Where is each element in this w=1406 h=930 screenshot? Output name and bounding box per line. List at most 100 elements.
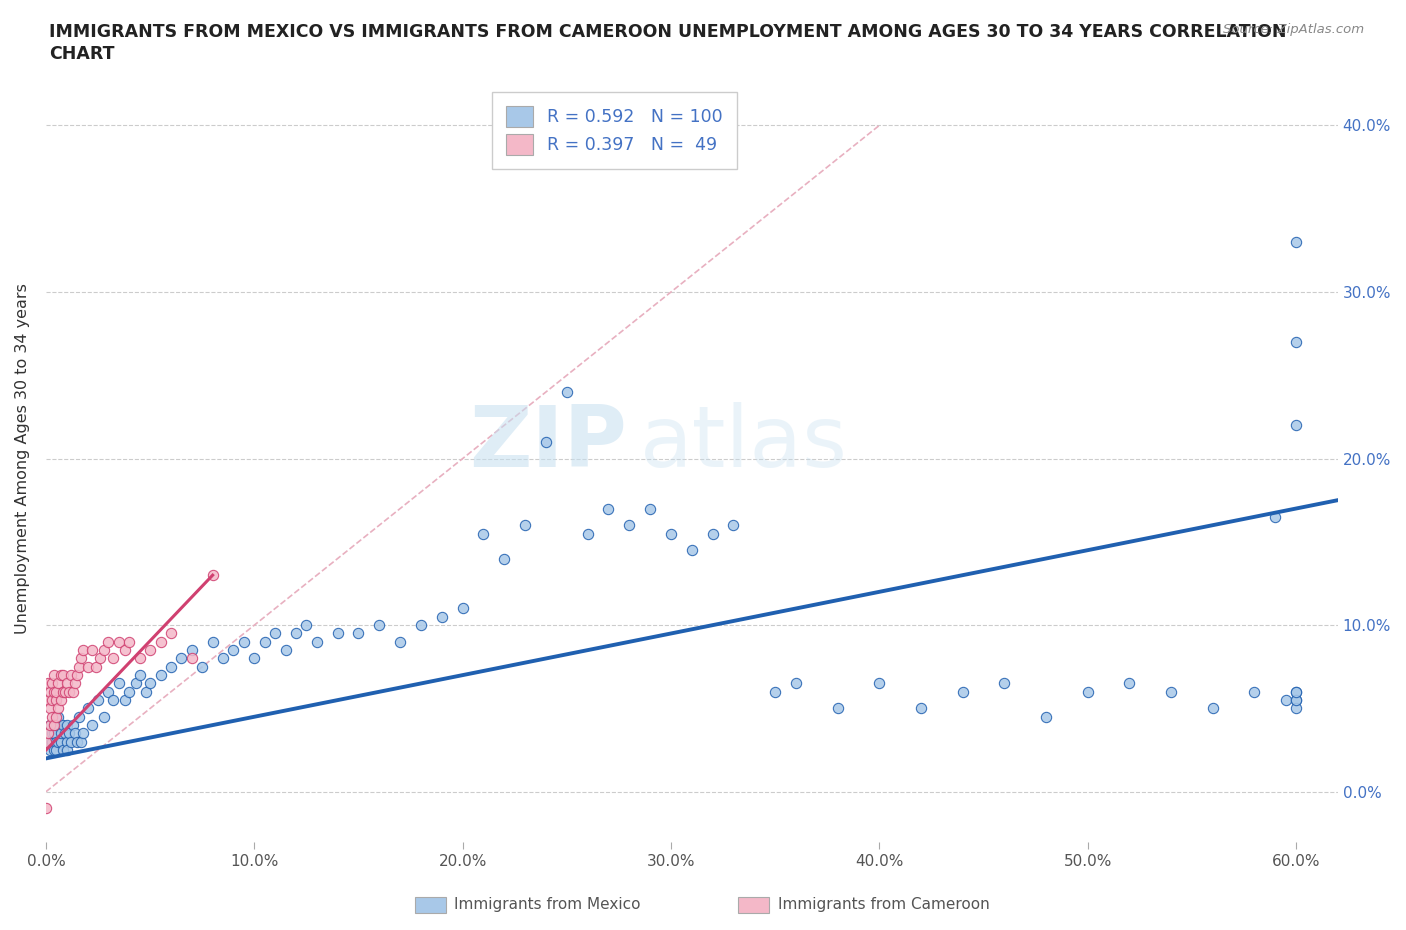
Point xyxy=(222,643,245,658)
Point xyxy=(41,710,63,724)
Point xyxy=(160,626,183,641)
Point xyxy=(114,693,136,708)
Point xyxy=(39,701,62,716)
Text: Immigrants from Cameroon: Immigrants from Cameroon xyxy=(778,897,990,912)
Point xyxy=(37,676,59,691)
Point xyxy=(45,684,67,699)
Point xyxy=(35,801,58,816)
Point xyxy=(48,710,70,724)
Point xyxy=(1285,684,1308,699)
Point xyxy=(41,735,63,750)
Point xyxy=(44,743,66,758)
Point xyxy=(598,501,620,516)
Point xyxy=(49,726,72,741)
Point xyxy=(56,735,79,750)
Point xyxy=(101,651,124,666)
Point xyxy=(305,634,328,649)
Point xyxy=(1201,701,1223,716)
Point xyxy=(723,518,745,533)
Point xyxy=(1035,710,1057,724)
Point xyxy=(63,676,86,691)
Point xyxy=(326,626,349,641)
Point xyxy=(409,618,432,632)
Point xyxy=(56,676,79,691)
Point xyxy=(72,643,94,658)
Point xyxy=(39,684,62,699)
Y-axis label: Unemployment Among Ages 30 to 34 years: Unemployment Among Ages 30 to 34 years xyxy=(15,283,30,634)
Point xyxy=(118,684,141,699)
Point xyxy=(1285,234,1308,249)
Point xyxy=(67,710,90,724)
Point xyxy=(45,743,67,758)
Point xyxy=(243,651,266,666)
Point xyxy=(44,718,66,733)
Point xyxy=(52,718,75,733)
Point xyxy=(44,668,66,683)
Point xyxy=(89,651,111,666)
Point xyxy=(285,626,308,641)
Point xyxy=(39,718,62,733)
Point xyxy=(87,693,110,708)
Point xyxy=(37,735,59,750)
Point xyxy=(430,609,453,624)
Point xyxy=(39,718,62,733)
Point xyxy=(114,643,136,658)
Point xyxy=(763,684,786,699)
Point xyxy=(37,726,59,741)
Text: atlas: atlas xyxy=(640,402,848,485)
Point xyxy=(274,643,297,658)
Point xyxy=(201,634,224,649)
Point xyxy=(1264,510,1286,525)
Text: ZIP: ZIP xyxy=(470,402,627,485)
Point xyxy=(45,735,67,750)
Point xyxy=(389,634,412,649)
Point xyxy=(868,676,890,691)
Point xyxy=(827,701,849,716)
Point xyxy=(1285,335,1308,350)
Point xyxy=(910,701,932,716)
Point xyxy=(702,526,724,541)
Point xyxy=(1285,693,1308,708)
Point xyxy=(993,676,1015,691)
Point xyxy=(52,684,75,699)
Point xyxy=(93,710,115,724)
Point xyxy=(253,634,276,649)
Point xyxy=(66,668,89,683)
Point xyxy=(952,684,974,699)
Point xyxy=(76,701,98,716)
Point xyxy=(49,735,72,750)
Point xyxy=(576,526,599,541)
Point xyxy=(41,726,63,741)
Point xyxy=(49,668,72,683)
Point xyxy=(139,643,162,658)
Point xyxy=(295,618,318,632)
Point xyxy=(62,718,84,733)
Point xyxy=(45,693,67,708)
Point xyxy=(1118,676,1140,691)
Point xyxy=(264,626,287,641)
Point xyxy=(93,643,115,658)
Point xyxy=(128,651,150,666)
Point xyxy=(53,684,76,699)
Point xyxy=(59,735,82,750)
Point xyxy=(513,518,536,533)
Point xyxy=(451,601,474,616)
Point xyxy=(149,668,172,683)
Point xyxy=(472,526,495,541)
Point xyxy=(39,743,62,758)
Point xyxy=(84,659,107,674)
Point xyxy=(1274,693,1296,708)
Point xyxy=(180,651,202,666)
Point xyxy=(67,659,90,674)
Point xyxy=(191,659,214,674)
Point xyxy=(170,651,193,666)
Point xyxy=(659,526,682,541)
Point xyxy=(128,668,150,683)
Text: IMMIGRANTS FROM MEXICO VS IMMIGRANTS FROM CAMEROON UNEMPLOYMENT AMONG AGES 30 TO: IMMIGRANTS FROM MEXICO VS IMMIGRANTS FRO… xyxy=(49,23,1286,41)
Point xyxy=(1285,701,1308,716)
Text: Immigrants from Mexico: Immigrants from Mexico xyxy=(454,897,641,912)
Point xyxy=(1077,684,1099,699)
Point xyxy=(368,618,391,632)
Point xyxy=(1243,684,1265,699)
Point xyxy=(70,651,93,666)
